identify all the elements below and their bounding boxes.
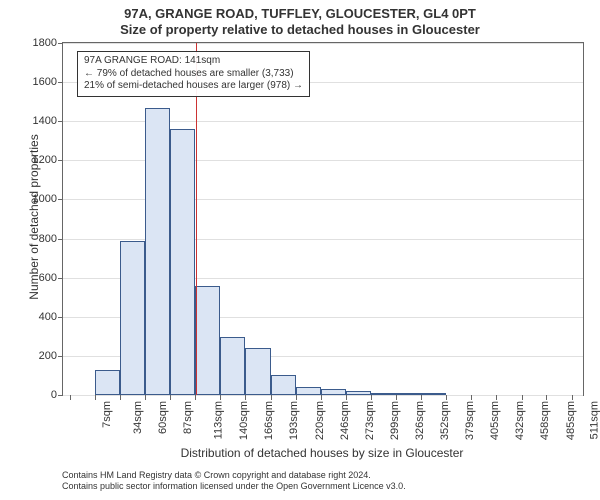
x-tick-label: 193sqm	[289, 401, 301, 440]
y-tick-label: 1800	[33, 37, 57, 49]
y-tick-label: 400	[39, 311, 57, 323]
tooltip-line-3: 21% of semi-detached houses are larger (…	[84, 80, 303, 93]
x-tick-label: 34sqm	[132, 401, 144, 434]
x-tick-label: 246sqm	[339, 401, 351, 440]
x-tick-label: 7sqm	[101, 401, 113, 428]
gridline	[63, 395, 583, 396]
x-tick	[522, 395, 523, 400]
histogram-bar	[396, 393, 422, 395]
x-tick	[220, 395, 221, 400]
histogram-bar	[245, 348, 271, 395]
gridline	[63, 121, 583, 122]
y-axis-label: Number of detached properties	[27, 107, 41, 327]
y-tick-label: 800	[39, 233, 57, 245]
y-tick-label: 1600	[33, 76, 57, 88]
histogram-bar	[220, 337, 246, 395]
x-tick	[271, 395, 272, 400]
plot-area: 0200400600800100012001400160018007sqm34s…	[62, 42, 584, 396]
y-tick	[58, 43, 63, 44]
gridline	[63, 239, 583, 240]
y-tick	[58, 278, 63, 279]
x-tick-label: 220sqm	[314, 401, 326, 440]
x-tick-label: 458sqm	[539, 401, 551, 440]
histogram-bar	[321, 389, 346, 395]
gridline	[63, 43, 583, 44]
y-tick	[58, 199, 63, 200]
x-tick	[296, 395, 297, 400]
x-tick-label: 87sqm	[182, 401, 194, 434]
x-tick	[321, 395, 322, 400]
histogram-bar	[170, 129, 196, 395]
x-tick	[95, 395, 96, 400]
chart-title: 97A, GRANGE ROAD, TUFFLEY, GLOUCESTER, G…	[0, 0, 600, 39]
x-tick-label: 511sqm	[588, 401, 600, 439]
x-tick-label: 379sqm	[464, 401, 476, 440]
histogram-bar	[145, 108, 170, 395]
x-tick	[371, 395, 372, 400]
x-tick	[496, 395, 497, 400]
x-tick-label: 352sqm	[439, 401, 451, 440]
x-tick-label: 166sqm	[263, 401, 275, 440]
x-tick-label: 273sqm	[364, 401, 376, 440]
attribution: Contains HM Land Registry data © Crown c…	[62, 470, 406, 492]
x-tick-label: 140sqm	[239, 401, 251, 440]
x-tick-label: 326sqm	[414, 401, 426, 440]
x-tick	[195, 395, 196, 400]
attribution-line-2: Contains public sector information licen…	[62, 481, 406, 492]
x-tick	[145, 395, 146, 400]
x-tick-label: 299sqm	[389, 401, 401, 440]
x-tick	[446, 395, 447, 400]
x-tick-label: 405sqm	[489, 401, 501, 440]
y-tick-label: 200	[39, 350, 57, 362]
title-line-2: Size of property relative to detached ho…	[0, 22, 600, 38]
histogram-bar	[271, 375, 296, 395]
histogram-bar	[346, 391, 372, 395]
tooltip-line-1: 97A GRANGE ROAD: 141sqm	[84, 55, 303, 68]
histogram-bar	[95, 370, 120, 395]
x-tick-label: 60sqm	[157, 401, 169, 434]
x-tick	[346, 395, 347, 400]
x-tick-label: 485sqm	[565, 401, 577, 440]
y-tick	[58, 239, 63, 240]
y-tick	[58, 82, 63, 83]
reference-tooltip: 97A GRANGE ROAD: 141sqm ← 79% of detache…	[77, 51, 310, 97]
x-tick	[396, 395, 397, 400]
y-tick	[58, 121, 63, 122]
attribution-line-1: Contains HM Land Registry data © Crown c…	[62, 470, 406, 481]
gridline	[63, 199, 583, 200]
x-tick	[245, 395, 246, 400]
y-tick-label: 600	[39, 272, 57, 284]
x-tick-label: 113sqm	[212, 401, 224, 439]
x-axis-label: Distribution of detached houses by size …	[62, 446, 582, 460]
y-tick	[58, 395, 63, 396]
histogram-bar	[421, 393, 446, 395]
x-tick	[471, 395, 472, 400]
y-tick	[58, 317, 63, 318]
x-tick	[170, 395, 171, 400]
chart-container: 97A, GRANGE ROAD, TUFFLEY, GLOUCESTER, G…	[0, 0, 600, 500]
x-tick	[572, 395, 573, 400]
x-tick	[546, 395, 547, 400]
y-tick	[58, 160, 63, 161]
histogram-bar	[296, 387, 322, 395]
histogram-bar	[195, 286, 220, 396]
tooltip-line-2: ← 79% of detached houses are smaller (3,…	[84, 68, 303, 81]
x-tick-label: 432sqm	[515, 401, 527, 440]
histogram-bar	[120, 241, 146, 395]
x-tick	[70, 395, 71, 400]
gridline	[63, 160, 583, 161]
x-tick	[421, 395, 422, 400]
title-line-1: 97A, GRANGE ROAD, TUFFLEY, GLOUCESTER, G…	[0, 6, 600, 22]
y-tick-label: 0	[51, 389, 57, 401]
x-tick	[120, 395, 121, 400]
histogram-bar	[371, 393, 396, 395]
y-tick	[58, 356, 63, 357]
